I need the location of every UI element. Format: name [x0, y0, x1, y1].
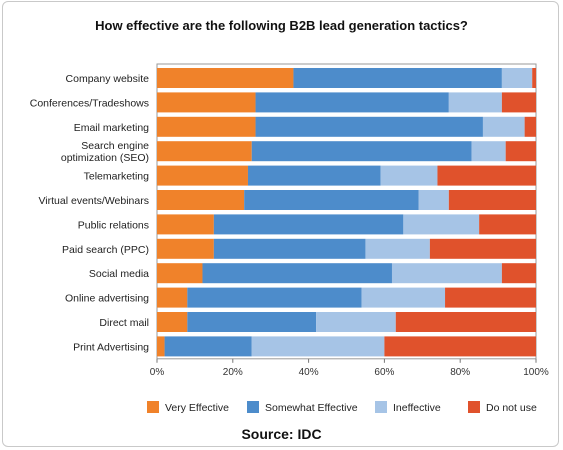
category-label: Direct mail	[99, 317, 149, 329]
bar-somewhat-effective-11	[164, 336, 252, 357]
bar-very-effective-11	[157, 336, 165, 357]
bar-ineffective-8	[391, 263, 502, 284]
legend-swatch-somewhat-effective	[247, 401, 259, 413]
bar-ineffective-7	[365, 238, 430, 259]
bar-ineffective-0	[501, 68, 533, 88]
bar-do-not-use-9	[445, 287, 536, 308]
bar-very-effective-0	[157, 68, 294, 88]
bar-ineffective-2	[482, 116, 525, 137]
bar-somewhat-effective-1	[255, 92, 449, 113]
category-label: Search engine optimization (SEO)	[61, 140, 149, 164]
bar-ineffective-10	[316, 312, 396, 332]
category-label: Print Advertising	[73, 341, 149, 353]
bar-ineffective-9	[361, 287, 446, 308]
bar-somewhat-effective-6	[213, 214, 404, 235]
bar-somewhat-effective-4	[247, 165, 381, 186]
x-tick-label: 0%	[150, 367, 165, 378]
bar-very-effective-2	[157, 116, 256, 137]
bar-ineffective-1	[448, 92, 502, 113]
bar-do-not-use-11	[384, 336, 536, 357]
legend-label-do-not-use: Do not use	[486, 402, 537, 414]
bar-ineffective-4	[380, 165, 438, 186]
bar-somewhat-effective-7	[213, 238, 366, 259]
bar-very-effective-7	[157, 238, 214, 259]
legend-swatch-do-not-use	[468, 401, 480, 413]
bar-do-not-use-0	[532, 68, 536, 88]
legend-label-very-effective: Very Effective	[165, 402, 229, 414]
bar-do-not-use-3	[505, 141, 536, 162]
legend-swatch-very-effective	[147, 401, 159, 413]
bar-ineffective-5	[418, 190, 449, 210]
chart-title: How effective are the following B2B lead…	[95, 18, 468, 33]
bar-very-effective-9	[157, 287, 188, 308]
category-label: Public relations	[78, 219, 149, 231]
bar-very-effective-10	[157, 312, 188, 332]
bar-do-not-use-10	[395, 312, 536, 332]
category-label: Company website	[66, 73, 150, 85]
bar-somewhat-effective-10	[187, 312, 317, 332]
category-label: Paid search (PPC)	[62, 244, 149, 256]
x-tick-label: 80%	[450, 367, 470, 378]
bar-do-not-use-5	[448, 190, 536, 210]
bar-ineffective-3	[471, 141, 506, 162]
category-label: Virtual events/Webinars	[38, 195, 149, 207]
bar-somewhat-effective-8	[202, 263, 392, 284]
category-label: Conferences/Tradeshows	[30, 97, 149, 109]
bar-do-not-use-4	[437, 165, 536, 186]
bar-very-effective-1	[157, 92, 256, 113]
bar-very-effective-5	[157, 190, 245, 210]
bar-do-not-use-8	[501, 263, 536, 284]
category-label: Social media	[89, 268, 149, 280]
category-label: Telemarketing	[84, 171, 150, 183]
bar-somewhat-effective-2	[255, 116, 483, 137]
bar-do-not-use-6	[479, 214, 536, 235]
bar-ineffective-6	[403, 214, 480, 235]
x-tick-label: 40%	[299, 367, 319, 378]
category-label: Email marketing	[74, 122, 149, 134]
x-tick-label: 20%	[223, 367, 243, 378]
x-tick-label: 60%	[374, 367, 394, 378]
bar-very-effective-3	[157, 141, 252, 162]
bar-do-not-use-7	[429, 238, 536, 259]
bar-very-effective-4	[157, 165, 248, 186]
bar-somewhat-effective-5	[244, 190, 419, 210]
bar-very-effective-6	[157, 214, 214, 235]
bar-somewhat-effective-9	[187, 287, 362, 308]
chart-source: Source: IDC	[241, 426, 322, 442]
bar-very-effective-8	[157, 263, 203, 284]
bar-somewhat-effective-3	[251, 141, 472, 162]
bar-do-not-use-1	[501, 92, 536, 113]
x-tick-label: 100%	[523, 367, 549, 378]
plot-area	[156, 63, 537, 360]
category-label: Online advertising	[65, 293, 149, 305]
legend-label-somewhat-effective: Somewhat Effective	[265, 402, 358, 414]
legend-swatch-ineffective	[375, 401, 387, 413]
bar-somewhat-effective-0	[293, 68, 502, 88]
legend-label-ineffective: Ineffective	[393, 402, 441, 414]
bar-do-not-use-2	[524, 116, 536, 137]
bar-ineffective-11	[251, 336, 385, 357]
